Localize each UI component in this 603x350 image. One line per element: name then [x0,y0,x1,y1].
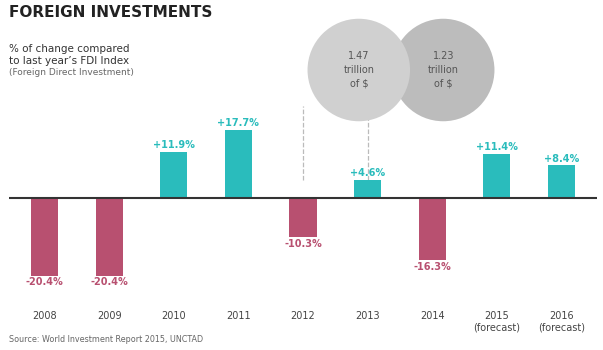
Bar [548,166,575,198]
Bar [96,198,123,276]
Text: -20.4%: -20.4% [26,277,63,287]
Text: to last year’s FDI Index: to last year’s FDI Index [9,56,129,66]
Text: -10.3%: -10.3% [284,239,322,248]
Text: FOREIGN INVESTMENTS: FOREIGN INVESTMENTS [9,5,212,20]
Text: +8.4%: +8.4% [544,154,579,164]
Text: -16.3%: -16.3% [413,261,451,272]
Ellipse shape [392,19,494,121]
Text: % of change compared: % of change compared [9,44,130,54]
Bar [31,198,58,276]
Bar [289,198,317,237]
Bar [483,154,510,198]
Bar [418,198,446,260]
Text: 1.47
trillion
of $: 1.47 trillion of $ [343,51,374,89]
Text: +11.9%: +11.9% [153,140,195,150]
Text: -20.4%: -20.4% [90,277,128,287]
Text: Source: World Investment Report 2015, UNCTAD: Source: World Investment Report 2015, UN… [9,335,203,344]
Bar [354,180,381,198]
Text: +4.6%: +4.6% [350,168,385,178]
Bar [160,152,188,198]
Text: (Foreign Direct Investment): (Foreign Direct Investment) [9,68,134,77]
Ellipse shape [308,19,410,121]
Bar [225,130,252,198]
Text: 1.23
trillion
of $: 1.23 trillion of $ [428,51,459,89]
Text: +11.4%: +11.4% [476,142,518,152]
Text: +17.7%: +17.7% [218,118,259,128]
